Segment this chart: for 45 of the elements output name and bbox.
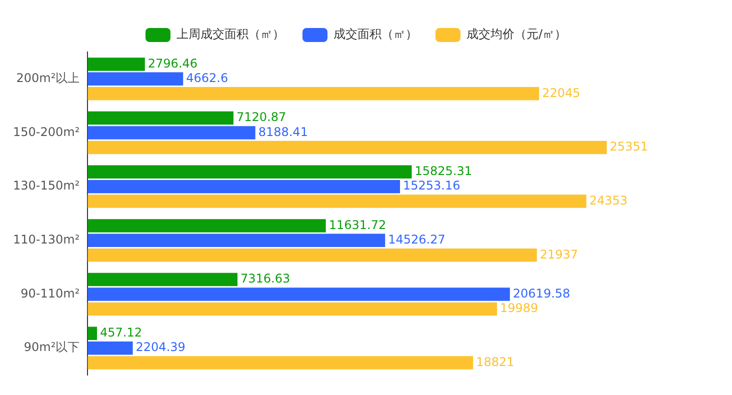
bar: [88, 302, 497, 316]
data-label: 8188.41: [258, 124, 308, 139]
data-label: 15253.16: [403, 178, 460, 193]
data-label: 4662.6: [186, 71, 228, 86]
data-label: 2204.39: [136, 340, 186, 354]
bar: [88, 72, 184, 86]
data-label: 15825.31: [414, 164, 472, 178]
bar: [88, 356, 474, 370]
y-tick-label: 130-150m²: [13, 178, 80, 193]
data-label: 11631.72: [328, 218, 386, 232]
data-label: 7316.63: [240, 272, 290, 286]
data-label: 2796.46: [148, 56, 198, 70]
y-tick-label: 150-200m²: [13, 124, 80, 139]
bar: [88, 140, 607, 154]
bar: [88, 326, 97, 340]
legend-label: 上周成交面积（㎡）: [176, 27, 284, 42]
bar: [88, 126, 256, 140]
legend-label: 成交面积（㎡）: [333, 27, 418, 42]
data-label: 19989: [500, 301, 538, 316]
data-label: 18821: [476, 354, 514, 369]
data-label: 7120.87: [236, 110, 286, 124]
data-label: 21937: [540, 247, 578, 262]
data-label: 22045: [542, 86, 580, 100]
data-label: 14526.27: [388, 232, 446, 247]
bar: [88, 165, 412, 178]
data-label: 457.12: [100, 325, 142, 340]
y-tick-label: 90-110m²: [20, 286, 80, 300]
data-label: 20619.58: [512, 286, 570, 300]
legend-label: 成交均价（元/㎡）: [466, 27, 567, 42]
bar: [88, 272, 238, 286]
bar: [88, 219, 326, 232]
data-label: 25351: [610, 140, 648, 154]
bar: [88, 288, 510, 301]
data-label: 24353: [589, 193, 628, 208]
bar: [88, 194, 586, 208]
y-tick-label: 200m²以上: [16, 71, 80, 86]
bar: [88, 87, 540, 100]
bar: [88, 341, 133, 355]
y-tick-label: 90m²以下: [24, 340, 80, 354]
bar: [88, 180, 400, 194]
bar: [88, 234, 386, 248]
bar: [88, 58, 145, 71]
bar: [88, 248, 537, 262]
y-tick-label: 110-130m²: [13, 232, 80, 247]
bar: [88, 111, 234, 125]
